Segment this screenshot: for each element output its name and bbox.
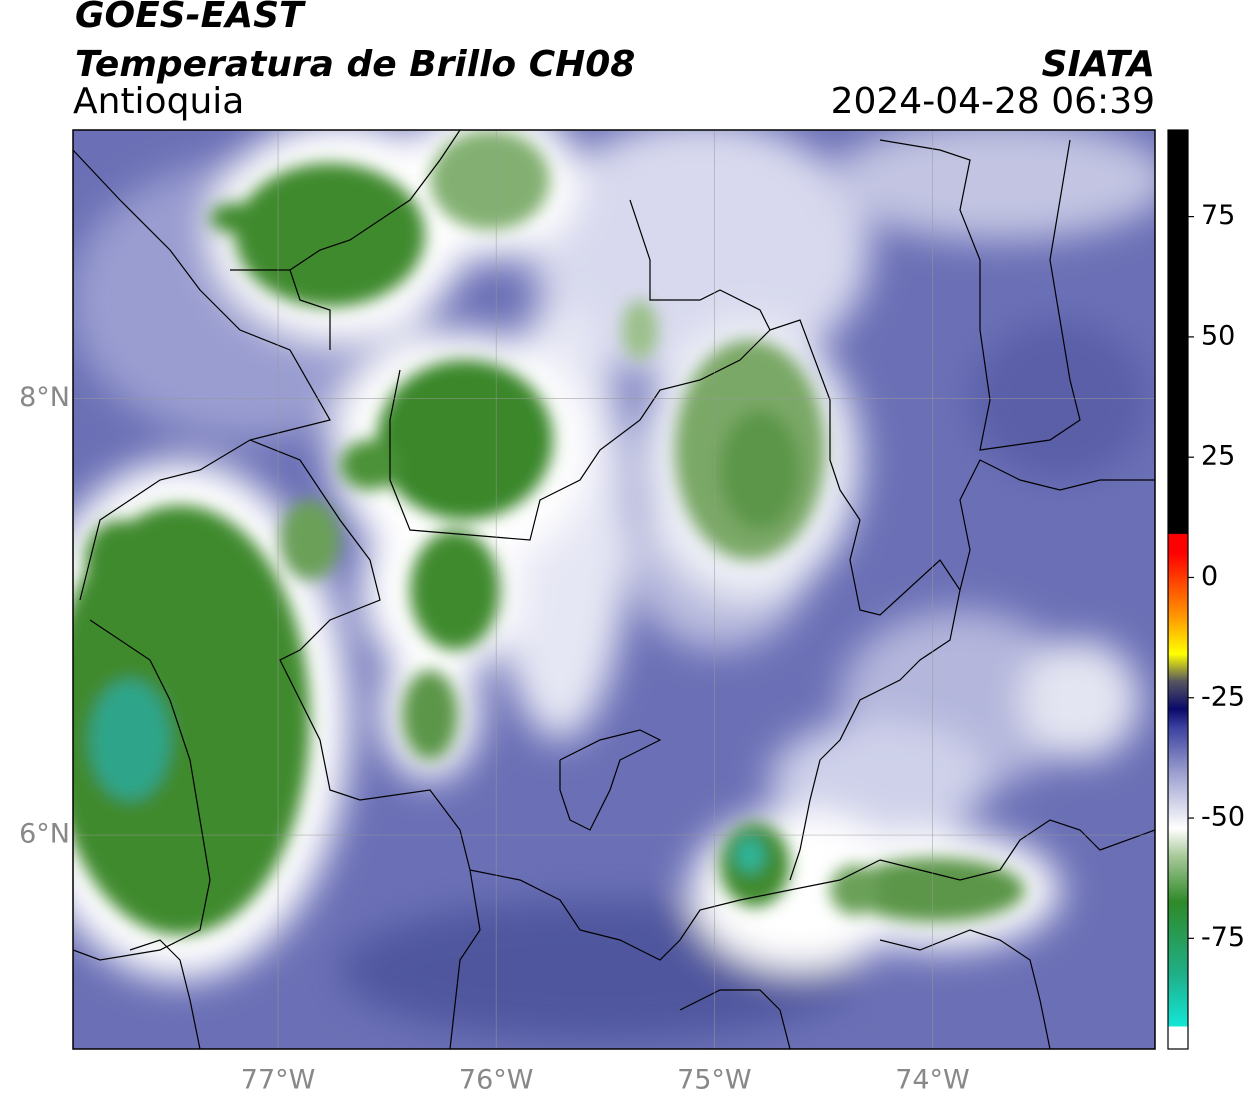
borders — [73, 130, 1155, 1049]
y-tick-label: 6°N — [19, 819, 70, 850]
x-tick-label: 77°W — [241, 1065, 316, 1096]
satellite-image — [73, 130, 1155, 1049]
colorbar — [1167, 129, 1189, 1050]
title: GOES-EAST — [75, 0, 306, 36]
colorbar-label: 50 — [1201, 320, 1235, 351]
colorbar-label: 0 — [1201, 561, 1218, 592]
x-tick-label: 74°W — [895, 1065, 970, 1096]
region: Antioquia — [73, 81, 244, 122]
timestamp: 2024-04-28 06:39 — [831, 81, 1155, 122]
grid — [73, 130, 1155, 1049]
source: SIATA — [1042, 44, 1155, 85]
colorbar-label: -25 — [1201, 681, 1245, 712]
colorbar-label: 25 — [1201, 441, 1235, 472]
colorbar-label: -75 — [1201, 922, 1245, 953]
colorbar-label: -50 — [1201, 802, 1245, 833]
x-tick-label: 76°W — [459, 1065, 534, 1096]
x-tick-label: 75°W — [677, 1065, 752, 1096]
subtitle: Temperatura de Brillo CH08 — [75, 44, 635, 85]
map-frame — [72, 129, 1156, 1050]
colorbar-label: 75 — [1201, 200, 1235, 231]
y-tick-label: 8°N — [19, 382, 70, 413]
